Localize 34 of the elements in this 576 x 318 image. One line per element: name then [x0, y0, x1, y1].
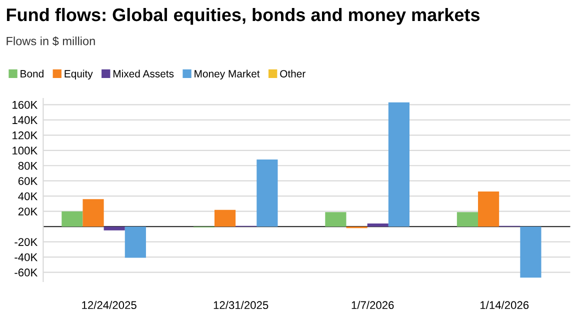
legend-label: Other: [280, 70, 306, 78]
y-tick-label: 60K: [18, 177, 38, 185]
bar: [456, 212, 478, 227]
y-tick-label: -20K: [14, 238, 38, 246]
bar: [124, 226, 146, 258]
y-tick-label: 120K: [12, 131, 38, 140]
x-tick-label: 12/31/2025: [214, 300, 268, 310]
y-tick-label: 160K: [12, 100, 38, 109]
y-tick-label: -40K: [14, 253, 38, 262]
legend-label: Bond: [20, 70, 44, 78]
bar: [256, 160, 278, 227]
y-tick-label: -60K: [14, 268, 38, 276]
legend-label: Money Market: [194, 70, 260, 80]
legend-label: Equity: [64, 70, 93, 80]
y-tick-label: 140K: [12, 116, 38, 124]
bar: [82, 199, 104, 227]
y-tick-label: 20K: [18, 208, 38, 216]
bar: [478, 192, 500, 227]
y-tick-label: 100K: [12, 146, 38, 155]
bar: [520, 226, 542, 278]
chart-subtitle: Flows in $ million: [6, 36, 95, 46]
y-tick-label: 80K: [18, 162, 38, 170]
bar: [214, 210, 236, 227]
bar: [62, 211, 83, 227]
bar: [367, 224, 388, 227]
y-tick-label: 40K: [18, 192, 38, 200]
x-tick-label: 12/24/2025: [82, 300, 136, 310]
bar: [104, 226, 125, 230]
bar: [388, 102, 410, 227]
bar: [325, 212, 346, 227]
x-tick-label: 1/7/2026: [352, 300, 394, 310]
legend-label: Mixed Assets: [114, 70, 174, 78]
x-tick-label: 1/14/2026: [480, 300, 529, 310]
chart-title: Fund flows: Global equities, bonds and money markets: [6, 8, 480, 25]
